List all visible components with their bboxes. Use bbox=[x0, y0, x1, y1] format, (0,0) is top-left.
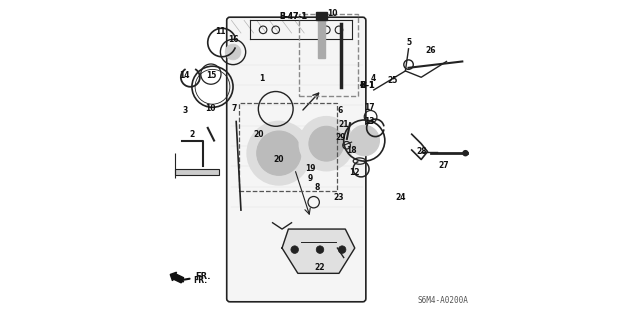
FancyBboxPatch shape bbox=[227, 17, 366, 302]
Text: 15: 15 bbox=[205, 71, 216, 80]
Circle shape bbox=[257, 131, 301, 175]
Bar bbox=[300, 14, 358, 96]
FancyArrow shape bbox=[170, 272, 184, 283]
Text: 24: 24 bbox=[396, 193, 406, 202]
Text: 21: 21 bbox=[339, 120, 349, 129]
Text: 1: 1 bbox=[259, 74, 264, 83]
Circle shape bbox=[225, 44, 241, 60]
Text: 9: 9 bbox=[308, 174, 313, 183]
Text: 4: 4 bbox=[371, 74, 376, 83]
Text: 8: 8 bbox=[314, 183, 319, 192]
Text: 26: 26 bbox=[426, 46, 436, 55]
Text: B-1: B-1 bbox=[360, 81, 376, 90]
Text: 29: 29 bbox=[335, 133, 346, 142]
Text: S6M4-A0200A: S6M4-A0200A bbox=[418, 296, 468, 305]
Text: 5: 5 bbox=[406, 38, 411, 47]
Circle shape bbox=[316, 246, 324, 253]
Text: FR.: FR. bbox=[193, 276, 207, 285]
Circle shape bbox=[247, 122, 310, 185]
Text: 27: 27 bbox=[438, 161, 449, 170]
Text: 11: 11 bbox=[215, 27, 226, 36]
Polygon shape bbox=[282, 229, 355, 273]
Text: 12: 12 bbox=[349, 168, 360, 177]
Text: 7: 7 bbox=[232, 104, 237, 113]
Text: 22: 22 bbox=[315, 263, 325, 271]
Text: 17: 17 bbox=[364, 103, 374, 112]
Text: 19: 19 bbox=[305, 165, 316, 174]
Text: 23: 23 bbox=[333, 193, 344, 202]
Bar bbox=[318, 20, 325, 58]
Text: B-1: B-1 bbox=[360, 81, 374, 90]
Text: 6: 6 bbox=[338, 106, 343, 115]
Text: 18: 18 bbox=[346, 145, 357, 154]
FancyBboxPatch shape bbox=[175, 169, 219, 175]
Text: B-47-1: B-47-1 bbox=[279, 12, 307, 21]
Text: B-47-1: B-47-1 bbox=[279, 12, 307, 21]
Circle shape bbox=[339, 246, 346, 253]
Circle shape bbox=[300, 117, 353, 171]
Text: 14: 14 bbox=[179, 71, 189, 80]
Text: 10: 10 bbox=[205, 104, 216, 113]
Text: 28: 28 bbox=[416, 147, 426, 156]
Text: 20: 20 bbox=[253, 130, 264, 139]
Text: 16: 16 bbox=[228, 35, 238, 44]
Text: 2: 2 bbox=[189, 130, 195, 139]
Bar bbox=[316, 12, 327, 20]
Text: 25: 25 bbox=[388, 76, 398, 85]
Circle shape bbox=[349, 125, 380, 156]
Circle shape bbox=[463, 151, 468, 156]
Circle shape bbox=[309, 126, 344, 161]
Circle shape bbox=[291, 246, 298, 253]
Text: 3: 3 bbox=[183, 106, 188, 115]
Text: 10: 10 bbox=[328, 9, 338, 18]
Text: FR.: FR. bbox=[180, 272, 211, 281]
Text: 20: 20 bbox=[274, 155, 284, 164]
Text: 13: 13 bbox=[364, 117, 374, 126]
